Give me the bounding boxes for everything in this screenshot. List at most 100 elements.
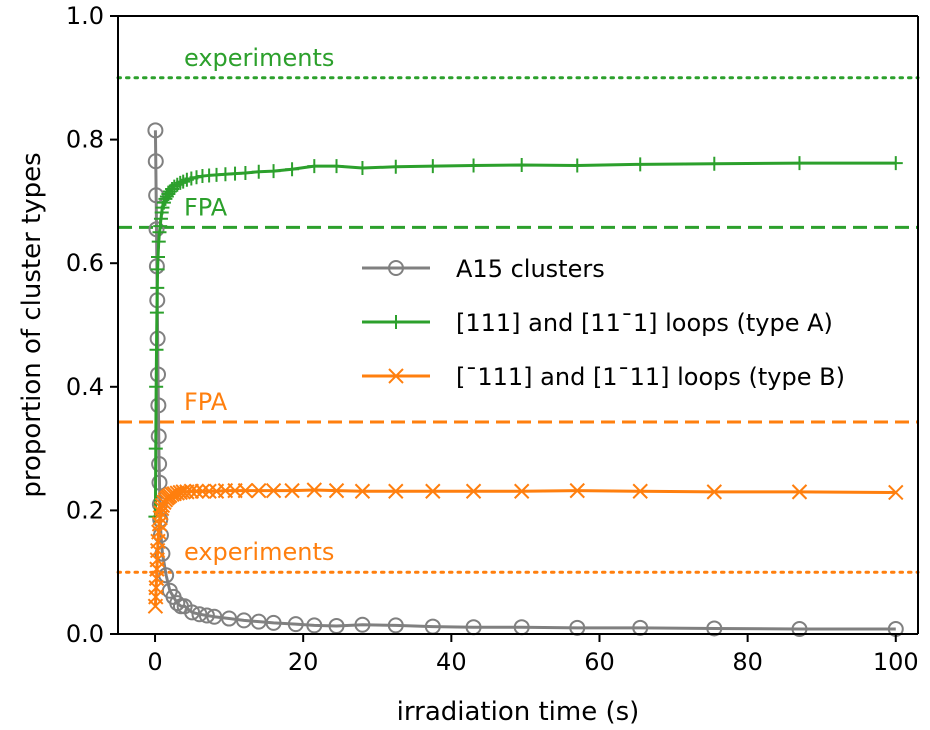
data-point: [355, 161, 370, 176]
data-point: [194, 483, 211, 499]
legend: A15 clusters [111] and [11¯1] loops (type…: [362, 255, 845, 391]
data-point: [792, 156, 807, 171]
data-point: [632, 483, 648, 499]
data-point: [388, 159, 403, 174]
data-point: [354, 616, 371, 633]
y-tick-label: 0.2: [66, 496, 104, 524]
data-point: [169, 595, 186, 612]
reference-label: FPA: [184, 388, 228, 416]
x-tick-label: 100: [873, 648, 919, 676]
legend-label: A15 clusters: [456, 255, 605, 283]
data-point: [285, 162, 300, 177]
data-point: [152, 510, 168, 526]
data-point: [387, 617, 404, 634]
data-point: [425, 483, 441, 499]
reference-label: experiments: [184, 538, 334, 566]
data-point: [150, 280, 165, 295]
legend-marker: [388, 368, 404, 384]
legend-type-b: [¯111] and [1¯11] loops (type B): [362, 363, 845, 391]
reference-lines: experiments FPA FPA experiments: [116, 44, 920, 574]
data-point: [569, 482, 585, 499]
data-point: [173, 175, 188, 190]
y-tick-label: 1.0: [66, 2, 104, 30]
series-line: [153, 130, 896, 631]
data-point: [328, 617, 345, 634]
data-point: [150, 397, 167, 414]
data-point: [148, 441, 163, 456]
reference-label: FPA: [184, 193, 228, 221]
legend-label: [111] and [11¯1] loops (type A): [456, 309, 833, 337]
x-axis-label: irradiation time (s): [397, 697, 640, 727]
legend-a15: A15 clusters: [362, 255, 605, 283]
series-layer: [147, 122, 904, 638]
data-point: [189, 170, 204, 185]
y-tick-label: 0.4: [66, 373, 104, 401]
data-point: [306, 482, 323, 498]
data-point: [198, 607, 215, 624]
data-point: [206, 608, 223, 625]
data-point: [151, 474, 168, 491]
series-line: [153, 488, 896, 607]
legend-marker: [389, 315, 403, 329]
data-point: [238, 165, 253, 180]
data-point: [707, 156, 722, 171]
data-point: [151, 250, 165, 265]
data-point: [888, 156, 903, 171]
data-point: [149, 379, 164, 394]
data-point: [513, 483, 530, 499]
series-line: [153, 161, 896, 517]
data-point: [265, 614, 282, 631]
data-point: [514, 157, 529, 172]
data-point: [152, 527, 169, 544]
data-point: [149, 305, 164, 320]
reference-label: experiments: [184, 44, 334, 72]
data-point: [150, 366, 166, 383]
data-point: [465, 483, 482, 499]
data-point: [791, 484, 808, 500]
y-tick-label: 0.0: [66, 620, 104, 648]
data-point: [183, 483, 200, 499]
data-point: [570, 158, 585, 173]
x-tick-label: 0: [147, 648, 162, 676]
data-point: [706, 484, 723, 500]
data-point: [633, 157, 648, 172]
data-point: [888, 484, 904, 501]
x-tick-label: 20: [288, 648, 319, 676]
data-point: [251, 482, 267, 499]
data-point: [354, 483, 371, 499]
data-point: [265, 482, 282, 499]
data-point: [791, 621, 808, 638]
data-point: [251, 164, 266, 179]
data-point: [328, 482, 345, 499]
series-type-b: [147, 482, 904, 614]
x-tick-label: 60: [584, 648, 615, 676]
data-point: [237, 482, 254, 499]
data-point: [149, 342, 164, 357]
data-point: [201, 483, 217, 499]
data-point: [284, 482, 300, 499]
legend-label: [¯111] and [1¯11] loops (type B): [456, 363, 845, 391]
legend-type-a: [111] and [11¯1] loops (type A): [362, 309, 833, 337]
axes: 0 20 40 60 80 100 0.0 0.2 0.4 0.6 0.8 1.0 irradiatio…: [17, 2, 919, 727]
data-point: [151, 456, 168, 473]
data-point: [425, 159, 440, 174]
data-point: [188, 483, 205, 499]
y-tick-label: 0.6: [66, 249, 104, 277]
y-tick-label: 0.8: [66, 126, 104, 154]
x-tick-label: 80: [732, 648, 763, 676]
data-point: [148, 221, 165, 238]
data-point: [329, 159, 344, 174]
data-point: [287, 616, 304, 633]
x-tick-label: 40: [436, 648, 467, 676]
y-axis-label: proportion of cluster types: [17, 152, 47, 497]
data-point: [306, 617, 323, 634]
legend-marker: [388, 260, 404, 276]
data-point: [150, 262, 165, 277]
data-point: [466, 158, 481, 173]
data-point: [170, 177, 185, 192]
data-point: [706, 620, 723, 637]
data-point: [150, 428, 167, 445]
data-point: [148, 187, 165, 204]
data-point: [147, 122, 164, 139]
